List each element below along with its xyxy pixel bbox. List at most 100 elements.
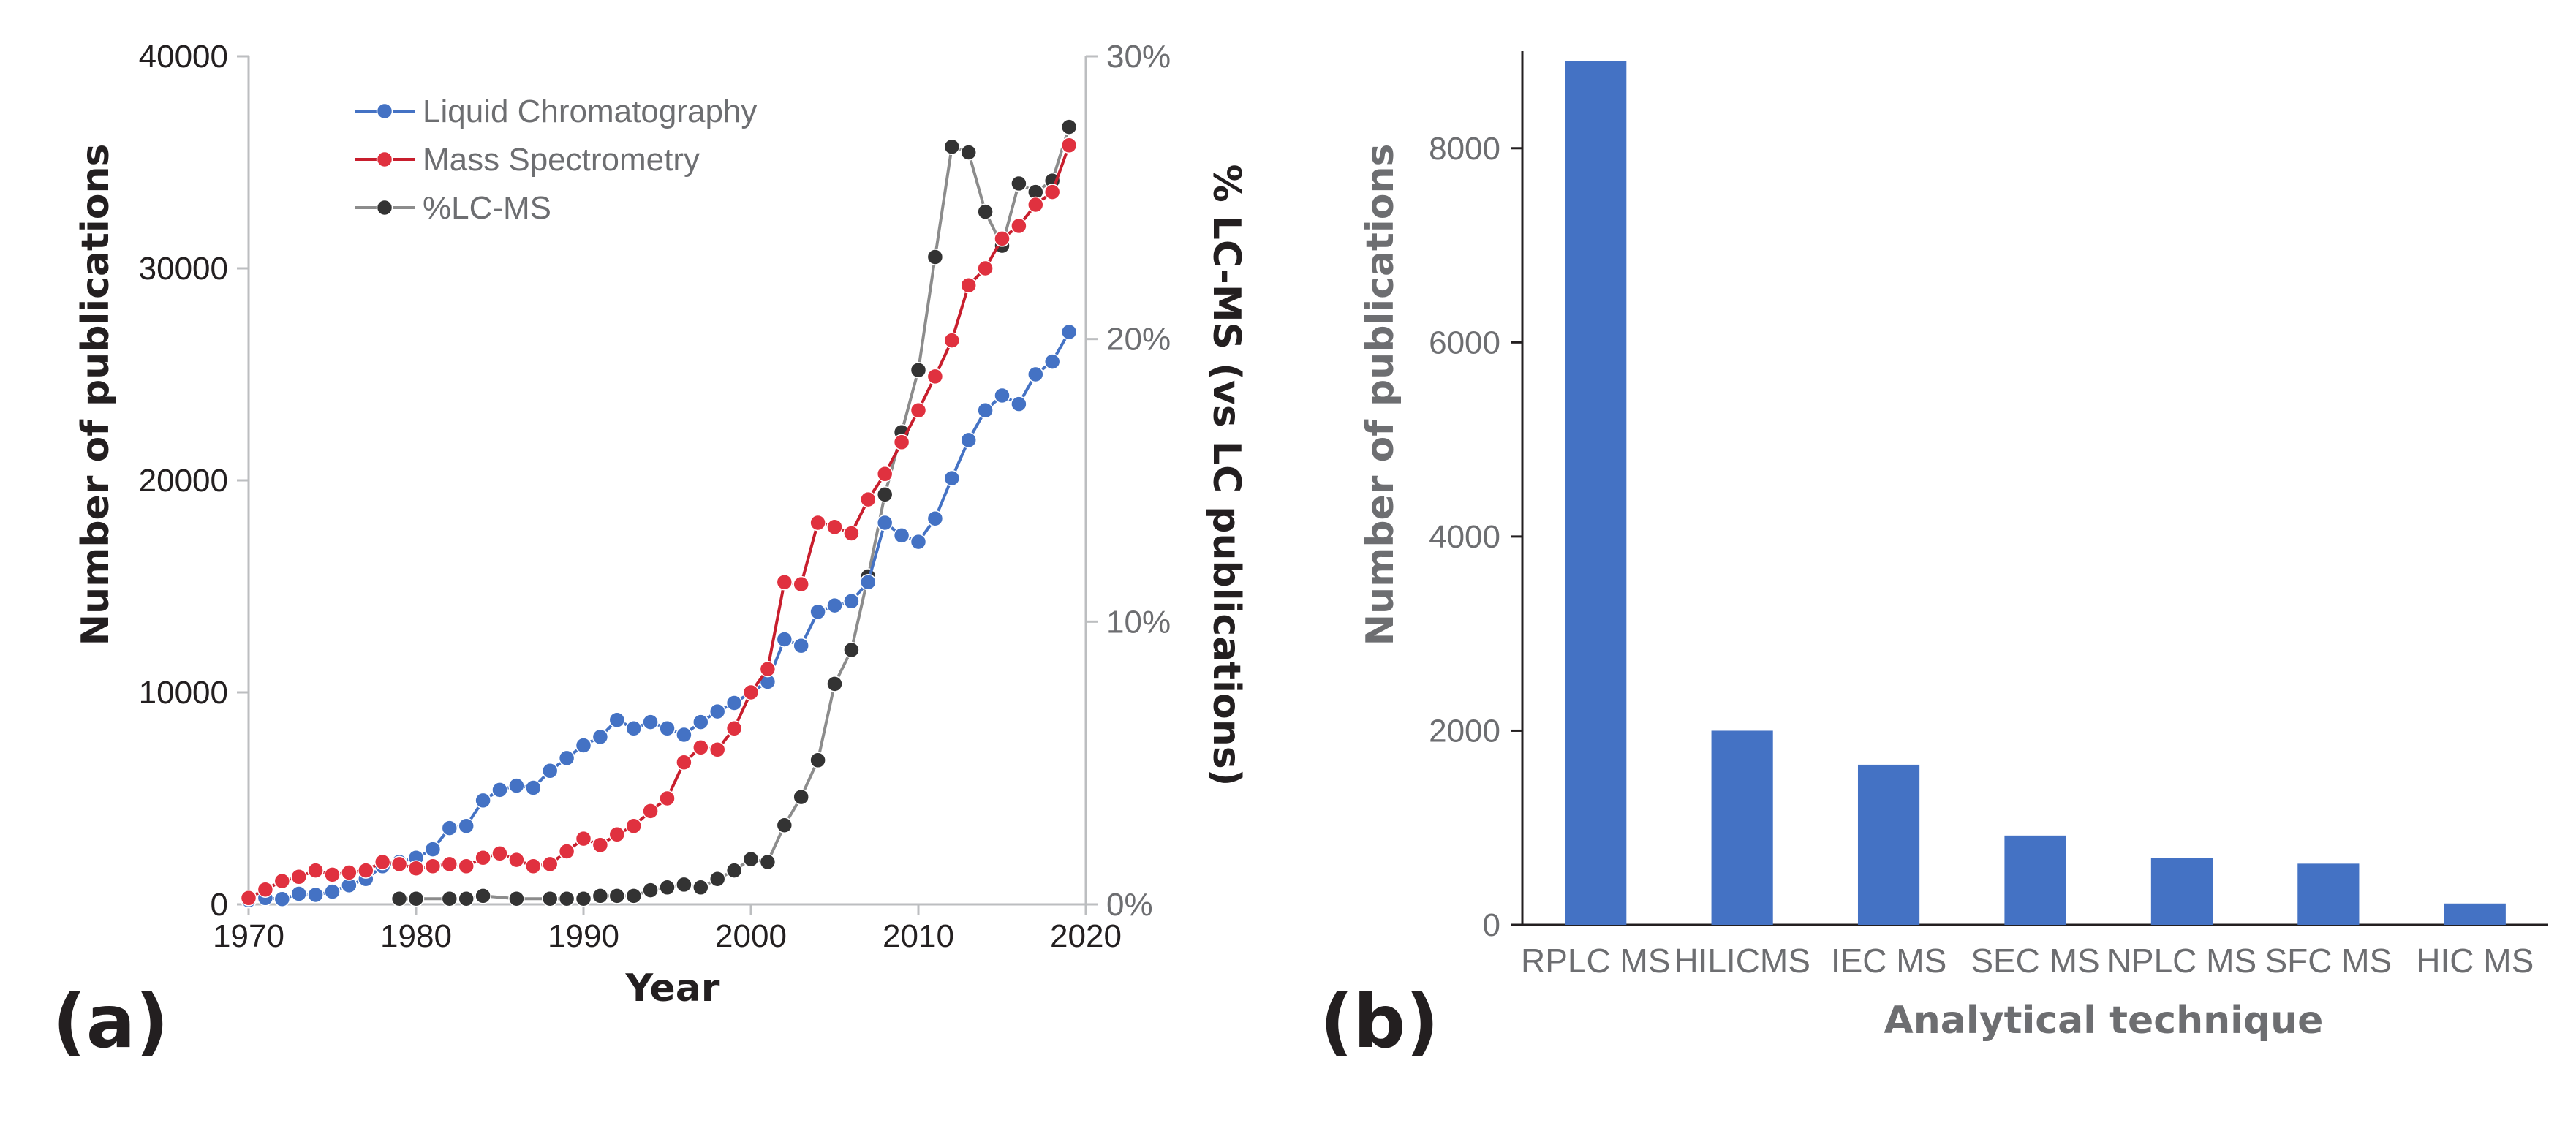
data-point-lc-ms — [458, 890, 475, 907]
data-point-liquid-chromatography — [843, 593, 860, 610]
data-point-mass-spectrometry — [407, 860, 425, 877]
data-point-liquid-chromatography — [575, 737, 592, 754]
data-point-mass-spectrometry — [541, 855, 559, 873]
data-point-mass-spectrometry — [374, 853, 391, 871]
data-point-liquid-chromatography — [860, 573, 877, 591]
data-point-lc-ms — [592, 888, 609, 904]
axes-a: 0 10000 20000 30000 40000 0% 10% 20% 30% 1970 1980… — [139, 39, 1171, 954]
y2-tick-label-a: 10% — [1106, 604, 1171, 640]
y2-axis-title-a: % LC-MS (vs LC publications) — [1204, 165, 1248, 787]
data-point-mass-spectrometry — [307, 862, 324, 879]
data-point-lc-ms — [876, 486, 894, 503]
data-point-lc-ms — [475, 888, 491, 904]
axes-b: 0 2000 4000 6000 8000 — [1429, 51, 2548, 943]
data-point-lc-ms — [541, 890, 559, 907]
data-point-lc-ms — [843, 641, 860, 659]
legend-label-lc-ms: %LC-MS — [423, 190, 551, 226]
data-point-mass-spectrometry — [860, 491, 877, 508]
data-point-liquid-chromatography — [659, 720, 676, 737]
data-point-mass-spectrometry — [725, 720, 743, 737]
data-point-lc-ms — [659, 879, 676, 896]
series-line-liquid-chromatography — [248, 331, 1070, 902]
data-point-mass-spectrometry — [558, 843, 575, 860]
data-point-liquid-chromatography — [558, 749, 575, 767]
data-point-liquid-chromatography — [725, 695, 743, 711]
series-line-mass-spectrometry — [248, 145, 1070, 900]
y-tick-label-b: 4000 — [1429, 519, 1500, 555]
data-point-lc-ms — [910, 361, 927, 379]
y-axis-title-b: Number of publications — [1359, 144, 1402, 646]
data-point-liquid-chromatography — [709, 703, 726, 720]
y-tick-label-a: 40000 — [139, 39, 228, 75]
x-tick-label-a: 2010 — [883, 918, 954, 954]
data-point-mass-spectrometry — [793, 575, 809, 593]
legend-marker-liquid-chromatography — [376, 102, 393, 120]
data-point-mass-spectrometry — [759, 660, 777, 678]
x-axis-title-b: Analytical technique — [1884, 999, 2324, 1043]
data-point-lc-ms — [809, 752, 826, 769]
bar-sec-ms — [2004, 835, 2066, 925]
data-point-mass-spectrometry — [458, 858, 475, 875]
y-tick-label-a: 20000 — [139, 463, 228, 499]
x-tick-label-b: IEC MS — [1831, 942, 1946, 980]
y-tick-label-b: 0 — [1483, 907, 1500, 943]
data-point-liquid-chromatography — [809, 603, 826, 621]
legend-a: Liquid Chromatography Mass Spectrometry %L… — [355, 94, 757, 226]
series-a — [240, 118, 1078, 909]
data-point-mass-spectrometry — [1043, 184, 1061, 200]
bar-hic-ms — [2444, 903, 2506, 925]
x-tick-label-b: SFC MS — [2265, 942, 2392, 980]
x-tick-label-a: 2000 — [715, 918, 787, 954]
data-point-liquid-chromatography — [625, 720, 642, 737]
data-point-mass-spectrometry — [659, 790, 676, 807]
data-point-lc-ms — [709, 870, 726, 888]
data-point-lc-ms — [608, 888, 626, 904]
x-axis-title-a: Year — [625, 967, 720, 1010]
y2-tick-label-a: 20% — [1106, 322, 1171, 358]
data-point-mass-spectrometry — [508, 851, 525, 869]
data-point-liquid-chromatography — [324, 883, 341, 900]
y-tick-label-a: 0 — [211, 887, 228, 923]
data-point-liquid-chromatography — [273, 890, 291, 907]
data-point-mass-spectrometry — [257, 881, 274, 898]
data-point-mass-spectrometry — [676, 754, 692, 771]
data-point-liquid-chromatography — [642, 714, 659, 730]
data-point-liquid-chromatography — [541, 763, 559, 779]
chart-b: (b) Number of publications Analytical te… — [1320, 51, 2548, 1065]
data-point-mass-spectrometry — [491, 845, 508, 862]
data-point-mass-spectrometry — [290, 869, 307, 885]
data-point-liquid-chromatography — [424, 841, 442, 858]
data-point-liquid-chromatography — [994, 387, 1011, 404]
y-tick-label-a: 30000 — [139, 251, 228, 287]
legend-marker-mass-spectrometry — [376, 151, 393, 168]
data-point-lc-ms — [642, 882, 659, 899]
data-point-mass-spectrometry — [358, 862, 374, 879]
data-point-lc-ms — [407, 890, 425, 907]
x-tick-label-b: SEC MS — [1971, 942, 2099, 980]
data-point-liquid-chromatography — [692, 714, 709, 730]
data-point-liquid-chromatography — [943, 469, 961, 487]
data-point-lc-ms — [725, 862, 743, 879]
data-point-lc-ms — [826, 676, 843, 692]
data-point-lc-ms — [508, 890, 525, 907]
x-tick-label-b: NPLC MS — [2107, 942, 2256, 980]
data-point-lc-ms — [960, 144, 977, 161]
data-point-liquid-chromatography — [876, 514, 894, 532]
data-point-liquid-chromatography — [307, 886, 324, 904]
chart-a: (a) Number of publications % LC-MS (vs L… — [53, 39, 1248, 1065]
data-point-mass-spectrometry — [390, 855, 408, 873]
data-point-liquid-chromatography — [1011, 396, 1027, 412]
x-tick-label-a: 1990 — [548, 918, 619, 954]
data-point-mass-spectrometry — [876, 466, 894, 483]
data-point-liquid-chromatography — [592, 728, 609, 746]
x-tick-label-a: 2020 — [1050, 918, 1122, 954]
legend-label-liquid-chromatography: Liquid Chromatography — [423, 94, 757, 129]
data-point-mass-spectrometry — [910, 402, 927, 419]
legend-marker-lc-ms — [376, 199, 393, 216]
data-point-liquid-chromatography — [608, 711, 626, 728]
data-point-liquid-chromatography — [290, 885, 307, 902]
data-point-lc-ms — [575, 890, 592, 907]
data-point-mass-spectrometry — [742, 684, 760, 701]
data-point-lc-ms — [926, 249, 944, 265]
